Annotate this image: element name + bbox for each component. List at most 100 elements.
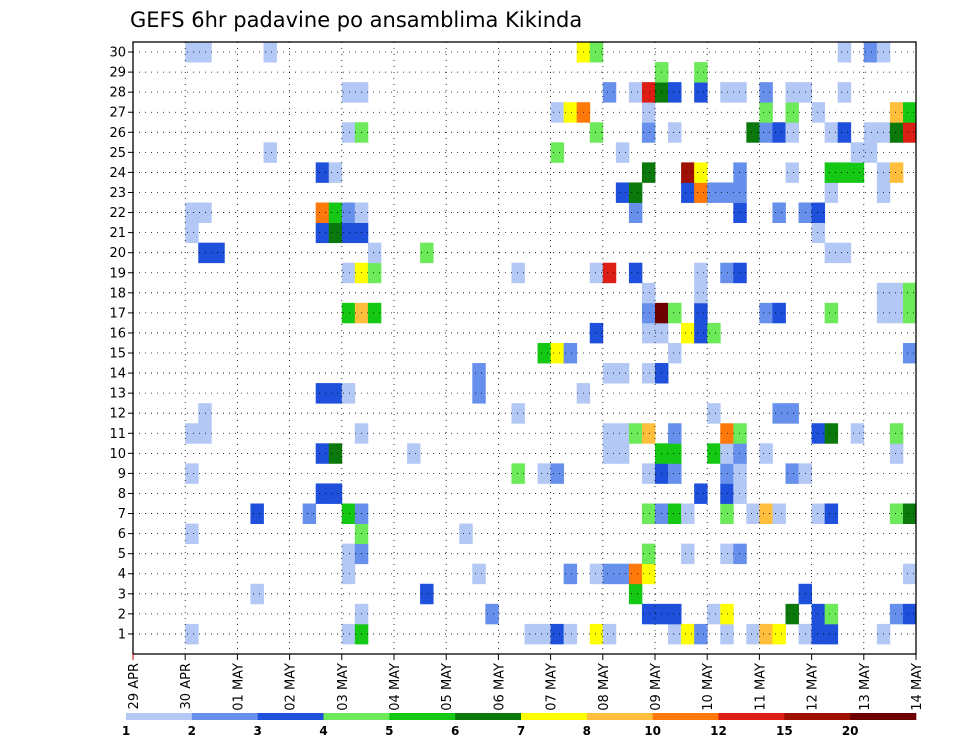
chart-title: GEFS 6hr padavine po ansamblima Kikinda — [130, 8, 582, 32]
cell-m10-t42 — [668, 443, 682, 464]
cell-m17-t59 — [889, 302, 904, 324]
cell-m24-t54 — [824, 162, 839, 183]
legend-swatch-1 — [126, 713, 193, 720]
cell-m15-t42 — [668, 342, 682, 364]
legend-label-11: 15 — [776, 724, 793, 738]
ytick-label-18: 18 — [109, 286, 126, 301]
cell-m3-t39 — [628, 583, 643, 605]
cell-m23-t45 — [707, 182, 721, 203]
xtick-label-0: 29 APR — [127, 663, 142, 709]
cells-layer — [185, 42, 917, 645]
cell-m16-t43 — [681, 322, 695, 344]
cell-m8-t44 — [694, 483, 708, 504]
cell-m11-t46 — [720, 423, 734, 444]
cell-m1-t46 — [720, 623, 734, 645]
xtick-label-13: 12 MAY — [806, 663, 821, 711]
cell-m1-t53 — [811, 623, 826, 645]
legend-label-5: 5 — [385, 724, 393, 738]
ytick-label-21: 21 — [109, 226, 126, 241]
cell-m1-t32 — [537, 623, 551, 645]
cell-m17-t50 — [772, 302, 786, 324]
cell-m8-t15 — [315, 483, 330, 504]
cell-m11-t39 — [628, 423, 643, 444]
legend-label-12: 20 — [842, 724, 859, 738]
legend-label-1: 1 — [122, 724, 130, 738]
x-axis: 29 APR 30 APR 01 MAY 02 MAY 03 MAY 04 MAY 05 M… — [127, 654, 925, 711]
cell-m30-t11 — [263, 42, 277, 63]
cell-m4-t27 — [472, 563, 486, 585]
legend-swatch-11 — [784, 713, 851, 720]
ytick-label-11: 11 — [109, 427, 126, 442]
cell-m5-t47 — [733, 543, 747, 565]
cell-m9-t33 — [550, 463, 565, 484]
cell-m5-t40 — [641, 543, 656, 565]
cell-m14-t37 — [602, 363, 617, 384]
cell-m3-t10 — [250, 583, 264, 605]
cell-m26-t40 — [641, 122, 656, 143]
cell-m2-t46 — [720, 603, 734, 625]
legend-swatch-2 — [191, 713, 258, 720]
cell-m22-t50 — [772, 202, 786, 223]
cell-m10-t16 — [328, 443, 343, 464]
cell-m25-t56 — [850, 142, 865, 163]
cell-m17-t17 — [341, 302, 356, 324]
cell-m2-t40 — [641, 603, 656, 625]
ytick-label-17: 17 — [109, 306, 126, 321]
xtick-label-5: 04 MAY — [388, 663, 403, 711]
cell-m17-t42 — [668, 302, 682, 324]
cell-m26-t57 — [863, 122, 878, 143]
cell-m7-t43 — [681, 503, 695, 524]
ytick-label-23: 23 — [109, 186, 126, 201]
legend-swatch-12 — [850, 713, 917, 720]
cell-m5-t46 — [720, 543, 734, 565]
xtick-label-10: 09 MAY — [649, 663, 664, 711]
cell-m7-t17 — [341, 503, 356, 524]
cell-m9-t30 — [511, 463, 525, 484]
cell-m18-t40 — [641, 282, 656, 304]
xtick-label-14: 13 MAY — [858, 663, 873, 711]
cell-m10-t49 — [759, 443, 773, 464]
cell-m9-t51 — [785, 463, 799, 484]
legend-swatch-5 — [389, 713, 456, 720]
ytick-label-27: 27 — [109, 106, 126, 121]
cell-m17-t19 — [367, 302, 382, 324]
cell-m25-t33 — [550, 142, 565, 163]
xtick-label-15: 14 MAY — [910, 663, 925, 711]
cell-m19-t44 — [694, 262, 708, 284]
cell-m22-t53 — [811, 202, 826, 223]
cell-m1-t36 — [589, 623, 604, 645]
cell-m19-t46 — [720, 262, 734, 284]
cell-m1-t37 — [602, 623, 617, 645]
cell-m5-t43 — [681, 543, 695, 565]
cell-m15-t60 — [902, 342, 917, 364]
cell-m24-t51 — [785, 162, 799, 183]
cell-m12-t45 — [707, 403, 721, 424]
cell-m22-t16 — [328, 202, 343, 223]
cell-m2-t42 — [668, 603, 682, 625]
cell-m28-t40 — [641, 82, 656, 103]
cell-m2-t54 — [824, 603, 839, 625]
cell-m9-t46 — [720, 463, 734, 484]
cell-m7-t49 — [759, 503, 773, 524]
cell-m6-t5 — [185, 523, 199, 545]
cell-m11-t53 — [811, 423, 826, 444]
cell-m10-t59 — [889, 443, 904, 464]
cell-m9-t47 — [733, 463, 747, 484]
ytick-label-25: 25 — [109, 146, 126, 161]
xtick-label-4: 03 MAY — [336, 663, 351, 711]
legend-label-10: 12 — [710, 724, 727, 738]
cell-m19-t36 — [589, 262, 604, 284]
legend-swatch-3 — [257, 713, 324, 720]
ytick-label-8: 8 — [118, 487, 126, 502]
legend-label-6: 6 — [451, 724, 459, 738]
cell-m2-t59 — [889, 603, 904, 625]
legend-swatch-9 — [652, 713, 719, 720]
cell-m19-t19 — [367, 262, 382, 284]
cell-m4-t34 — [563, 563, 578, 585]
cell-m14-t38 — [615, 363, 630, 384]
cell-m24-t15 — [315, 162, 330, 183]
ytick-label-26: 26 — [109, 126, 126, 141]
cell-m18-t60 — [902, 282, 917, 304]
xtick-label-12: 11 MAY — [753, 663, 768, 711]
cell-m24-t59 — [889, 162, 904, 183]
